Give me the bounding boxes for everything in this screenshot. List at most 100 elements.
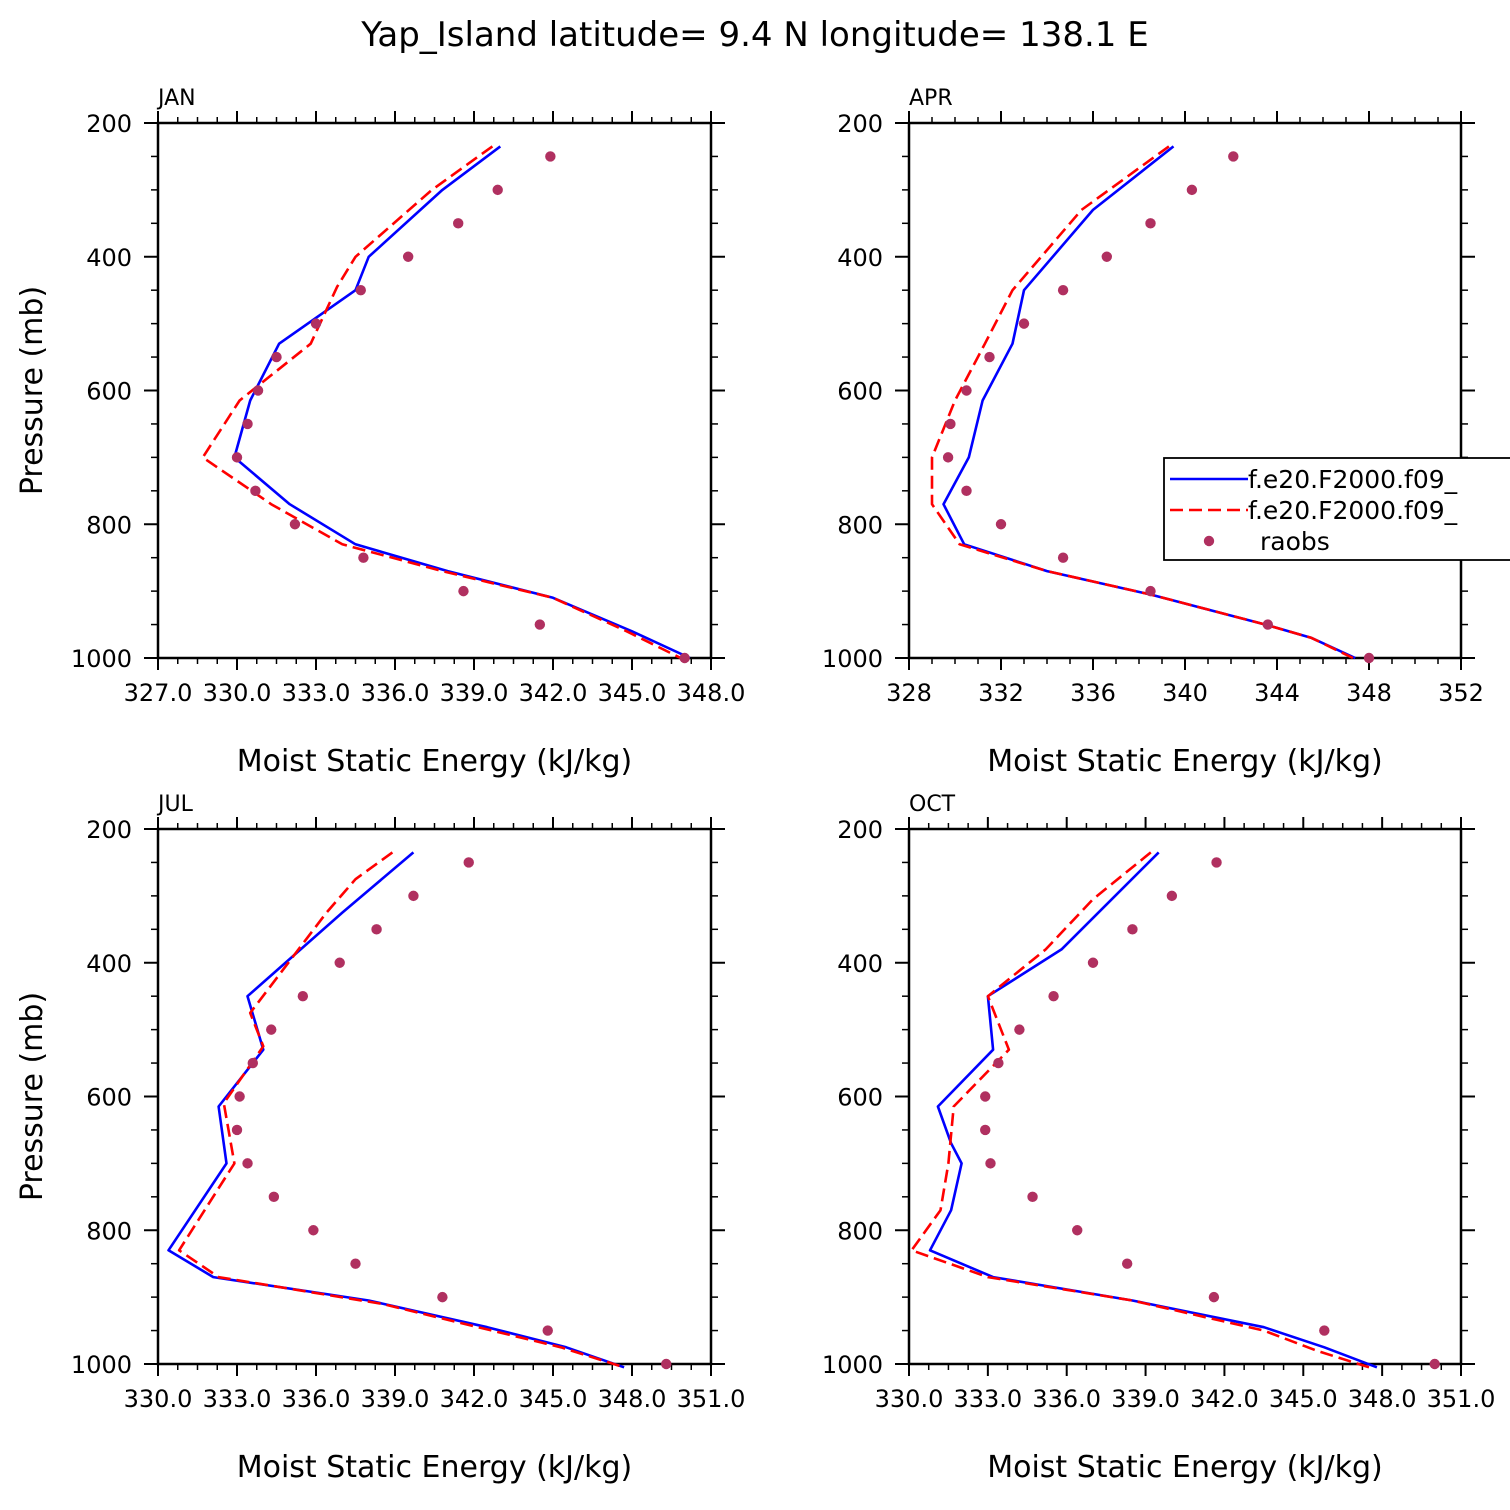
y-tick-label: 600 bbox=[86, 1084, 132, 1112]
x-tick-label: 342.0 bbox=[440, 1385, 509, 1413]
raobs-point bbox=[242, 418, 253, 430]
x-axis-label: Moist Static Energy (kJ/kg) bbox=[237, 1450, 633, 1485]
raobs-point bbox=[1127, 924, 1138, 935]
raobs-point bbox=[985, 1158, 996, 1169]
y-tick-label: 600 bbox=[837, 1084, 883, 1112]
x-tick-label: 336.0 bbox=[361, 679, 430, 707]
raobs-point bbox=[1208, 1291, 1220, 1303]
raobs-point bbox=[961, 385, 972, 396]
x-tick-label: 351.0 bbox=[1427, 1385, 1496, 1413]
raobs-point bbox=[1087, 957, 1099, 968]
raobs-point bbox=[542, 1325, 553, 1336]
raobs-point bbox=[355, 284, 366, 296]
chart-title: Yap_Island latitude= 9.4 N longitude= 13… bbox=[360, 15, 1148, 55]
raobs-point bbox=[1057, 552, 1069, 563]
x-axis-label: Moist Static Energy (kJ/kg) bbox=[237, 744, 633, 779]
series-solid-line bbox=[928, 851, 1378, 1369]
raobs-point bbox=[1363, 652, 1375, 664]
x-tick-label: 342.0 bbox=[1190, 1385, 1259, 1413]
raobs-point bbox=[1145, 218, 1156, 229]
x-tick-label: 330.0 bbox=[124, 1385, 193, 1413]
raobs-point bbox=[437, 1291, 448, 1303]
y-tick-label: 800 bbox=[837, 1217, 883, 1245]
raobs-point bbox=[271, 351, 282, 363]
raobs-point bbox=[268, 1191, 280, 1203]
raobs-point bbox=[545, 151, 556, 162]
y-tick-label: 400 bbox=[86, 244, 132, 272]
panel-label: APR bbox=[909, 86, 953, 111]
raobs-point bbox=[453, 218, 464, 229]
raobs-point bbox=[534, 619, 546, 630]
y-tick-label: 1000 bbox=[71, 645, 132, 673]
raobs-point bbox=[1101, 251, 1113, 262]
x-tick-label: 339.0 bbox=[361, 1385, 430, 1413]
x-tick-label: 333.0 bbox=[203, 1385, 272, 1413]
y-tick-label: 400 bbox=[837, 950, 883, 978]
y-tick-label: 600 bbox=[837, 378, 883, 406]
x-tick-label: 348.0 bbox=[1348, 1385, 1417, 1413]
raobs-point bbox=[297, 990, 309, 1002]
y-tick-label: 600 bbox=[86, 378, 132, 406]
legend: f.e20.F2000.f09_f.e20.F2000.f09_raobs bbox=[1163, 457, 1510, 561]
raobs-point bbox=[1262, 619, 1274, 630]
y-tick-label: 1000 bbox=[822, 1351, 883, 1379]
raobs-point bbox=[980, 1124, 991, 1136]
y-axis-label: Pressure (mb) bbox=[15, 992, 50, 1201]
y-tick-label: 800 bbox=[837, 511, 883, 539]
y-tick-label: 200 bbox=[86, 110, 132, 138]
panel-oct: 330.0 333.0 336.0 339.0 342.0 345.0 348.0 351.0… bbox=[822, 792, 1495, 1485]
raobs-point bbox=[980, 1091, 991, 1102]
x-tick-label: 336.0 bbox=[282, 1385, 351, 1413]
x-tick-label: 344 bbox=[1254, 679, 1300, 707]
plot-frame bbox=[907, 827, 1463, 1366]
y-tick-label: 1000 bbox=[822, 645, 883, 673]
legend-entry-dashed: f.e20.F2000.f09_ bbox=[1248, 496, 1458, 525]
raobs-point bbox=[1211, 857, 1222, 868]
x-tick-label: 336 bbox=[1070, 679, 1116, 707]
series-dashed-line bbox=[910, 851, 1370, 1369]
x-tick-label: 340 bbox=[1162, 679, 1208, 707]
raobs-point bbox=[679, 652, 690, 664]
panel-jul: 330.0 333.0 336.0 339.0 342.0 345.0 348.0 351.0… bbox=[15, 792, 745, 1485]
raobs-point bbox=[1186, 184, 1198, 196]
raobs-point bbox=[1048, 990, 1059, 1002]
raobs-point bbox=[266, 1024, 277, 1035]
raobs-point bbox=[408, 890, 419, 902]
raobs-point bbox=[661, 1358, 672, 1370]
y-tick-label: 200 bbox=[86, 816, 132, 844]
panel-apr: 328 332 336 340 344 348 352 200 400 600 800 1000 Moi… bbox=[822, 86, 1510, 779]
raobs-point bbox=[993, 1057, 1004, 1069]
raobs-point bbox=[358, 552, 369, 563]
raobs-point bbox=[289, 519, 301, 530]
x-tick-label: 348 bbox=[1346, 679, 1392, 707]
raobs-point bbox=[1072, 1225, 1083, 1236]
plot-frame bbox=[907, 121, 1463, 660]
panel-jan: 327.0 330.0 333.0 336.0 339.0 342.0 345.0 348.0… bbox=[15, 86, 745, 779]
raobs-point bbox=[334, 957, 345, 968]
raobs-point bbox=[1319, 1325, 1330, 1336]
series-dashed-line bbox=[201, 145, 688, 663]
x-axis-label: Moist Static Energy (kJ/kg) bbox=[987, 744, 1383, 779]
y-tick-label: 800 bbox=[86, 1217, 132, 1245]
raobs-point bbox=[252, 385, 264, 396]
raobs-point bbox=[242, 1158, 253, 1169]
series-dashed-line bbox=[930, 145, 1354, 660]
raobs-point bbox=[234, 1091, 245, 1102]
x-tick-label: 327.0 bbox=[124, 679, 193, 707]
x-tick-label: 339.0 bbox=[440, 679, 509, 707]
x-tick-label: 345.0 bbox=[598, 679, 667, 707]
raobs-point bbox=[492, 184, 503, 196]
x-tick-label: 348.0 bbox=[598, 1385, 667, 1413]
panel-label: JUL bbox=[156, 792, 194, 817]
raobs-point bbox=[402, 251, 414, 262]
legend-raobs-swatch bbox=[1203, 535, 1215, 547]
raobs-point bbox=[247, 1057, 258, 1069]
x-tick-label: 345.0 bbox=[519, 1385, 588, 1413]
x-tick-label: 332 bbox=[978, 679, 1024, 707]
x-tick-label: 348.0 bbox=[677, 679, 746, 707]
raobs-point bbox=[463, 857, 474, 868]
raobs-point bbox=[945, 418, 956, 430]
raobs-point bbox=[231, 1124, 243, 1136]
raobs-point bbox=[1166, 890, 1178, 902]
y-tick-label: 200 bbox=[837, 110, 883, 138]
